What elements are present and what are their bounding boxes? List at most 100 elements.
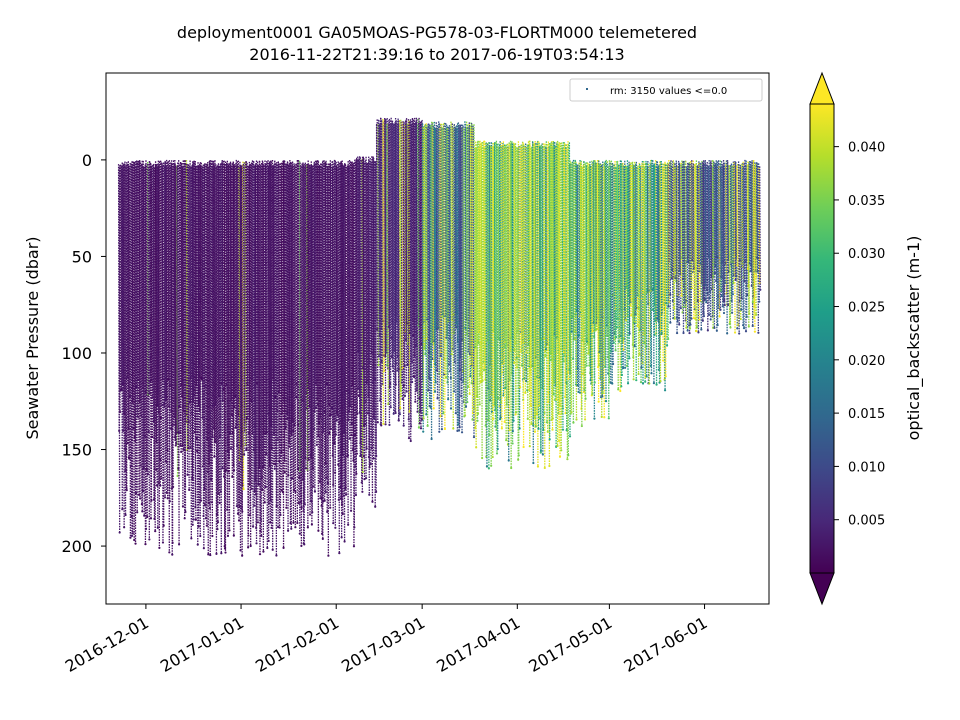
profile-cast [681,160,684,313]
data-point [475,446,478,449]
profile-cast [595,162,598,324]
data-point [224,551,227,554]
data-point [194,518,197,521]
data-point [375,490,378,493]
profile-cast [245,161,248,419]
profile-cast [527,145,530,345]
profile-cast [145,165,148,518]
data-point [298,532,301,535]
profile-cast [753,166,756,332]
profile-cast [218,166,221,503]
profile-cast [658,165,661,349]
profile-cast [154,161,157,470]
profile-cast [613,164,616,334]
profile-cast [291,162,294,421]
data-point [290,527,293,530]
data-point [639,381,643,384]
data-point [460,431,464,434]
profile-cast [160,160,163,479]
profile-cast [374,161,377,456]
x-tick-label: 2017-05-01 [525,613,615,676]
profile-cast [156,163,159,528]
data-point [597,400,600,403]
profile-cast [342,165,345,434]
profile-cast [280,166,283,491]
data-point [264,485,267,489]
profile-cast [418,117,421,424]
profile-cast [620,163,622,387]
data-point [409,439,412,443]
profile-cast [499,145,502,403]
data-point [496,447,499,451]
profile-cast [478,144,481,375]
data-point [311,511,314,514]
profile-cast [346,165,349,525]
profile-cast [524,143,527,382]
profile-cast [214,160,217,442]
data-point [275,505,278,508]
profile-cast [665,164,667,304]
profile-cast [228,163,231,531]
data-point [130,534,134,537]
profile-cast [127,165,130,459]
data-point [620,385,623,388]
data-point [211,534,214,538]
profile-cast [204,165,207,519]
y-tick-label: 150 [61,441,92,460]
profile-cast [506,143,509,445]
profile-cast [708,160,711,292]
data-point [738,332,741,335]
profile-cast [263,165,266,503]
profile-cast [324,161,327,478]
data-point [255,542,258,545]
profile-cast [666,162,669,340]
data-point [522,445,525,449]
data-point [466,385,470,388]
profile-cast [122,164,125,528]
data-point [747,325,750,328]
profile-cast [223,160,226,547]
data-point [566,458,569,461]
data-point [150,499,153,502]
data-point [149,517,153,520]
data-point [721,305,724,308]
chart-title-line1: deployment0001 GA05MOAS-PG578-03-FLORTM0… [177,23,697,42]
plot-area [105,72,770,605]
data-point [394,383,397,386]
profile-cast [472,128,475,438]
profile-cast [129,162,132,466]
y-tick-label: 100 [61,344,92,363]
data-point [558,455,562,458]
data-point [377,364,380,367]
data-point [533,430,537,433]
profile-cast [182,160,185,412]
profile-cast [698,161,701,272]
profile-cast [480,147,483,459]
profile-cast [312,165,315,430]
profile-cast [415,117,418,391]
data-point [181,505,185,508]
profile-cast [751,164,754,303]
profile-cast [593,160,596,419]
colorbar-tick-label: 0.005 [848,514,885,529]
profile-cast [542,146,545,430]
profile-cast [637,165,640,309]
profile-cast [458,126,461,428]
profile-cast [424,125,426,355]
profile-cast [442,127,445,414]
profile-cast [505,144,508,346]
data-point [611,362,615,366]
profile-cast [679,164,682,309]
data-point [352,545,356,548]
profile-cast [191,164,194,525]
profile-cast [550,142,553,420]
profile-cast [315,160,318,445]
data-point [580,424,583,428]
profile-cast [609,166,612,352]
data-point [209,553,212,557]
profile-cast [633,166,635,323]
data-point [280,489,283,492]
data-point [488,433,491,437]
data-point [600,415,603,418]
profile-cast [437,128,440,374]
